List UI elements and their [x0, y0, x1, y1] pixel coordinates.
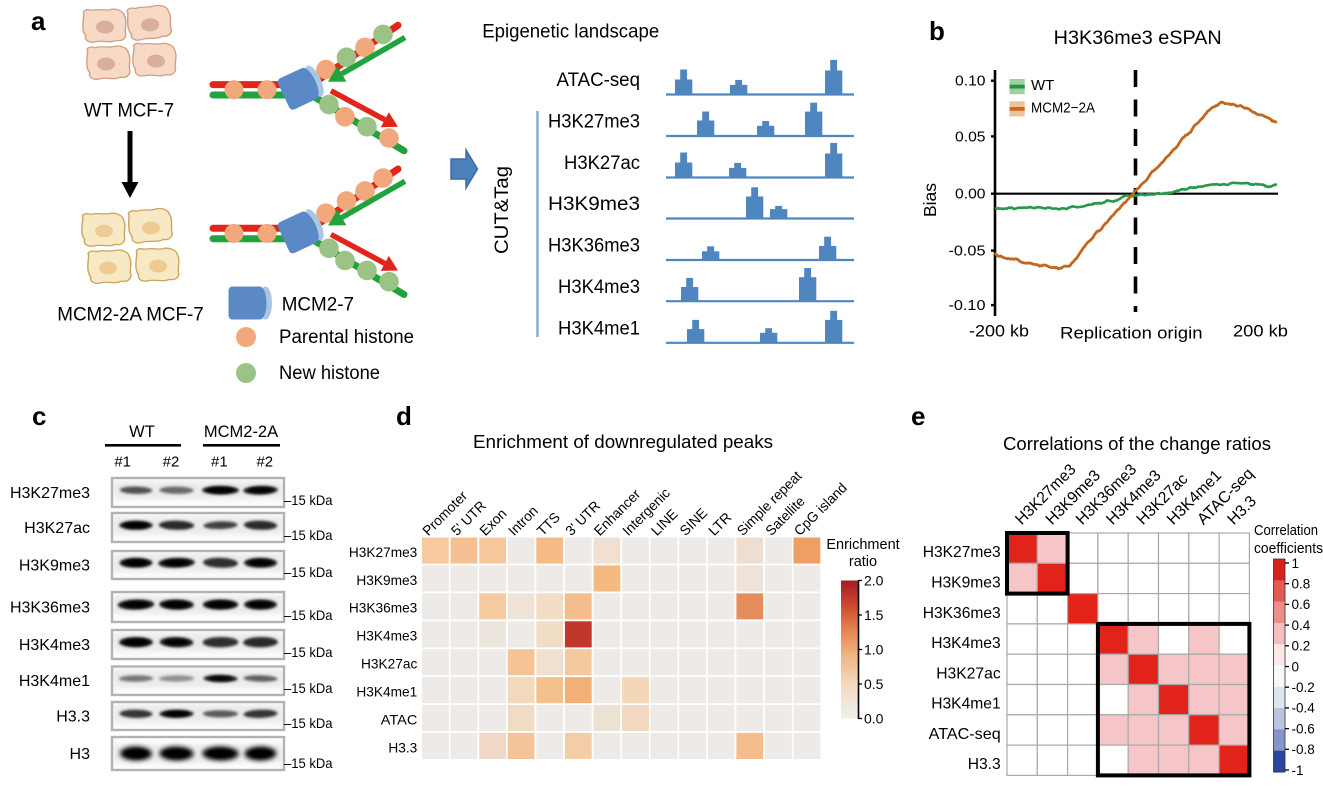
svg-text:0.05: 0.05 — [955, 129, 986, 145]
svg-text:H3.3: H3.3 — [968, 756, 1001, 773]
svg-text:1.0: 1.0 — [864, 642, 884, 658]
svg-text:H3K9me3: H3K9me3 — [931, 574, 1001, 591]
svg-text:Epigenetic landscape: Epigenetic landscape — [482, 21, 659, 43]
svg-text:1: 1 — [1292, 556, 1300, 571]
svg-text:-0.4: -0.4 — [1292, 701, 1316, 716]
svg-text:H3K36me3: H3K36me3 — [10, 600, 90, 617]
svg-text:H3K9me3: H3K9me3 — [19, 558, 90, 575]
svg-text:H3K27ac: H3K27ac — [361, 656, 417, 672]
svg-text:H3K27me3: H3K27me3 — [548, 112, 640, 133]
svg-text:2.0: 2.0 — [864, 573, 884, 589]
svg-text:H3K27ac: H3K27ac — [936, 665, 1001, 682]
svg-text:0.2: 0.2 — [1292, 639, 1311, 654]
svg-text:New histone: New histone — [279, 363, 380, 384]
svg-text:MCM2-2A: MCM2-2A — [204, 423, 278, 441]
svg-text:–15 kDa: –15 kDa — [284, 527, 333, 543]
svg-text:ATAC: ATAC — [381, 711, 418, 727]
svg-text:H3K4me1: H3K4me1 — [558, 318, 640, 339]
svg-text:H3.3: H3.3 — [388, 739, 417, 755]
svg-text:MCM2-2A MCF-7: MCM2-2A MCF-7 — [57, 305, 204, 326]
svg-text:H3K27ac: H3K27ac — [564, 153, 640, 174]
svg-text:ATAC-seq: ATAC-seq — [557, 70, 641, 91]
svg-text:H3K27me3: H3K27me3 — [923, 544, 1001, 561]
svg-text:#2: #2 — [256, 454, 273, 471]
svg-text:H3K27ac: H3K27ac — [24, 520, 90, 537]
svg-text:Bias: Bias — [920, 183, 940, 217]
svg-text:H3K36me3: H3K36me3 — [349, 600, 418, 616]
svg-text:#1: #1 — [211, 454, 228, 471]
svg-text:H3K36me3: H3K36me3 — [923, 605, 1001, 622]
svg-text:#2: #2 — [163, 454, 180, 471]
svg-text:Enrichment of downregulated pe: Enrichment of downregulated peaks — [473, 431, 773, 452]
svg-text:H3K4me3: H3K4me3 — [931, 635, 1001, 652]
svg-text:-0.10: -0.10 — [949, 298, 986, 314]
svg-text:–15 kDa: –15 kDa — [284, 492, 333, 508]
svg-text:a: a — [31, 6, 46, 36]
svg-text:0.6: 0.6 — [1292, 597, 1311, 612]
svg-text:-1: -1 — [1292, 763, 1304, 778]
svg-text:ATAC-seq: ATAC-seq — [929, 726, 1001, 743]
svg-text:Correlations of the change rat: Correlations of the change ratios — [1003, 433, 1271, 454]
svg-text:-0.8: -0.8 — [1292, 742, 1315, 757]
svg-text:0.00: 0.00 — [955, 187, 986, 203]
svg-text:d: d — [396, 401, 412, 431]
svg-text:Replication origin: Replication origin — [1060, 325, 1203, 343]
svg-text:#1: #1 — [114, 454, 131, 471]
svg-text:H3K4me1: H3K4me1 — [356, 684, 417, 700]
svg-text:-200 kb: -200 kb — [969, 323, 1029, 341]
svg-text:WT MCF-7: WT MCF-7 — [84, 101, 174, 122]
svg-text:coefficients: coefficients — [1254, 541, 1323, 557]
svg-text:H3K4me3: H3K4me3 — [19, 637, 90, 654]
svg-text:H3.3: H3.3 — [56, 709, 90, 726]
svg-text:–15 kDa: –15 kDa — [284, 644, 333, 660]
svg-text:H3K4me3: H3K4me3 — [558, 277, 640, 298]
svg-text:H3K36me3 eSPAN: H3K36me3 eSPAN — [1054, 27, 1222, 49]
svg-text:c: c — [32, 401, 46, 431]
svg-text:–15 kDa: –15 kDa — [284, 755, 333, 771]
svg-text:0.8: 0.8 — [1292, 577, 1311, 592]
svg-text:0: 0 — [1292, 659, 1300, 674]
svg-text:Correlation: Correlation — [1254, 523, 1318, 539]
svg-text:b: b — [929, 16, 945, 46]
svg-text:–15 kDa: –15 kDa — [284, 680, 333, 696]
svg-text:–15 kDa: –15 kDa — [284, 607, 333, 623]
svg-text:ratio: ratio — [849, 554, 877, 570]
svg-text:H3K4me3: H3K4me3 — [356, 628, 417, 644]
svg-text:0.10: 0.10 — [955, 74, 986, 90]
svg-text:Parental histone: Parental histone — [279, 327, 414, 348]
svg-text:WT: WT — [1031, 77, 1054, 94]
svg-text:-0.6: -0.6 — [1292, 721, 1315, 736]
svg-text:0.0: 0.0 — [864, 711, 884, 727]
svg-text:H3K27me3: H3K27me3 — [10, 485, 90, 502]
svg-text:MCM2-7: MCM2-7 — [282, 295, 354, 316]
svg-text:WT: WT — [129, 423, 155, 441]
svg-text:H3K4me1: H3K4me1 — [19, 673, 90, 690]
svg-text:H3K4me1: H3K4me1 — [931, 696, 1001, 713]
svg-text:H3K9me3: H3K9me3 — [356, 572, 417, 588]
svg-text:-0.05: -0.05 — [949, 244, 986, 260]
svg-text:MCM2−2A: MCM2−2A — [1031, 100, 1095, 117]
svg-text:-0.2: -0.2 — [1292, 680, 1315, 695]
svg-text:H3K36me3: H3K36me3 — [548, 236, 640, 257]
svg-text:200 kb: 200 kb — [1233, 323, 1288, 341]
svg-text:0.5: 0.5 — [864, 676, 884, 692]
svg-text:0.4: 0.4 — [1292, 618, 1311, 633]
svg-text:H3K27me3: H3K27me3 — [349, 544, 418, 560]
svg-text:e: e — [911, 401, 925, 431]
svg-text:H3: H3 — [70, 746, 91, 763]
svg-text:–15 kDa: –15 kDa — [284, 564, 333, 580]
svg-text:CUT&Tag: CUT&Tag — [492, 166, 513, 254]
svg-text:1.5: 1.5 — [864, 607, 884, 623]
svg-text:–15 kDa: –15 kDa — [284, 715, 333, 731]
svg-text:Enrichment: Enrichment — [826, 537, 899, 553]
svg-text:H3K9me3: H3K9me3 — [548, 194, 640, 215]
